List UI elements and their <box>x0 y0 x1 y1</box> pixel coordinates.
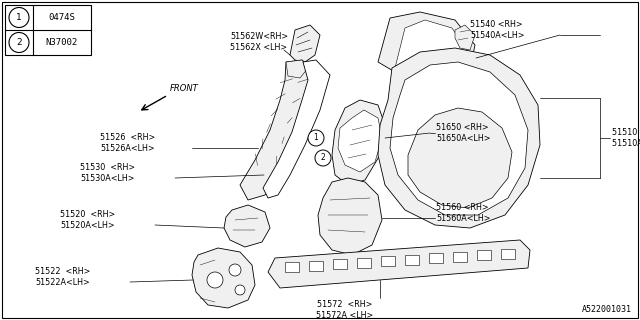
Polygon shape <box>390 62 528 215</box>
Bar <box>477 250 491 260</box>
Bar <box>309 260 323 270</box>
Text: 51540 <RH>
51540A<LH>: 51540 <RH> 51540A<LH> <box>470 20 525 40</box>
Polygon shape <box>395 20 468 85</box>
Text: 2: 2 <box>321 154 325 163</box>
Circle shape <box>229 264 241 276</box>
Circle shape <box>207 272 223 288</box>
Text: 2: 2 <box>16 38 22 47</box>
Polygon shape <box>224 205 270 247</box>
Text: 51510 <RH>
51510A <LH>: 51510 <RH> 51510A <LH> <box>612 128 640 148</box>
Polygon shape <box>240 60 320 200</box>
Text: 51526  <RH>
51526A<LH>: 51526 <RH> 51526A<LH> <box>100 133 156 153</box>
Bar <box>381 256 395 266</box>
Text: 51572  <RH>
51572A <LH>: 51572 <RH> 51572A <LH> <box>316 300 374 320</box>
Circle shape <box>9 33 29 52</box>
Polygon shape <box>378 12 475 92</box>
Polygon shape <box>268 240 530 288</box>
Bar <box>453 252 467 261</box>
Polygon shape <box>286 60 308 78</box>
Bar <box>285 262 299 272</box>
Polygon shape <box>192 248 255 308</box>
Polygon shape <box>263 60 330 198</box>
Text: 1: 1 <box>314 133 318 142</box>
Polygon shape <box>332 100 385 185</box>
Polygon shape <box>408 108 512 208</box>
Circle shape <box>235 285 245 295</box>
Text: 1: 1 <box>16 13 22 22</box>
Text: FRONT: FRONT <box>170 84 199 93</box>
Polygon shape <box>318 178 382 255</box>
Bar <box>357 258 371 268</box>
Polygon shape <box>378 48 540 228</box>
Text: A522001031: A522001031 <box>582 305 632 314</box>
Text: 51522  <RH>
51522A<LH>: 51522 <RH> 51522A<LH> <box>35 267 90 287</box>
Circle shape <box>9 7 29 28</box>
Text: 51562W<RH>
51562X <LH>: 51562W<RH> 51562X <LH> <box>230 32 288 52</box>
Text: 51520  <RH>
51520A<LH>: 51520 <RH> 51520A<LH> <box>60 210 115 230</box>
Polygon shape <box>338 110 382 172</box>
Bar <box>429 253 443 263</box>
Circle shape <box>315 150 331 166</box>
Text: 0474S: 0474S <box>49 13 76 22</box>
Text: 51560 <RH>
51560A<LH>: 51560 <RH> 51560A<LH> <box>436 203 490 223</box>
Bar <box>333 259 347 269</box>
Bar <box>5 5 91 55</box>
Polygon shape <box>455 25 475 50</box>
Text: 51650 <RH>
51650A<LH>: 51650 <RH> 51650A<LH> <box>436 123 490 143</box>
Bar <box>405 254 419 265</box>
Polygon shape <box>290 25 320 62</box>
Text: 51530  <RH>
51530A<LH>: 51530 <RH> 51530A<LH> <box>80 163 135 183</box>
Circle shape <box>308 130 324 146</box>
Text: N37002: N37002 <box>46 38 78 47</box>
Bar <box>501 249 515 259</box>
